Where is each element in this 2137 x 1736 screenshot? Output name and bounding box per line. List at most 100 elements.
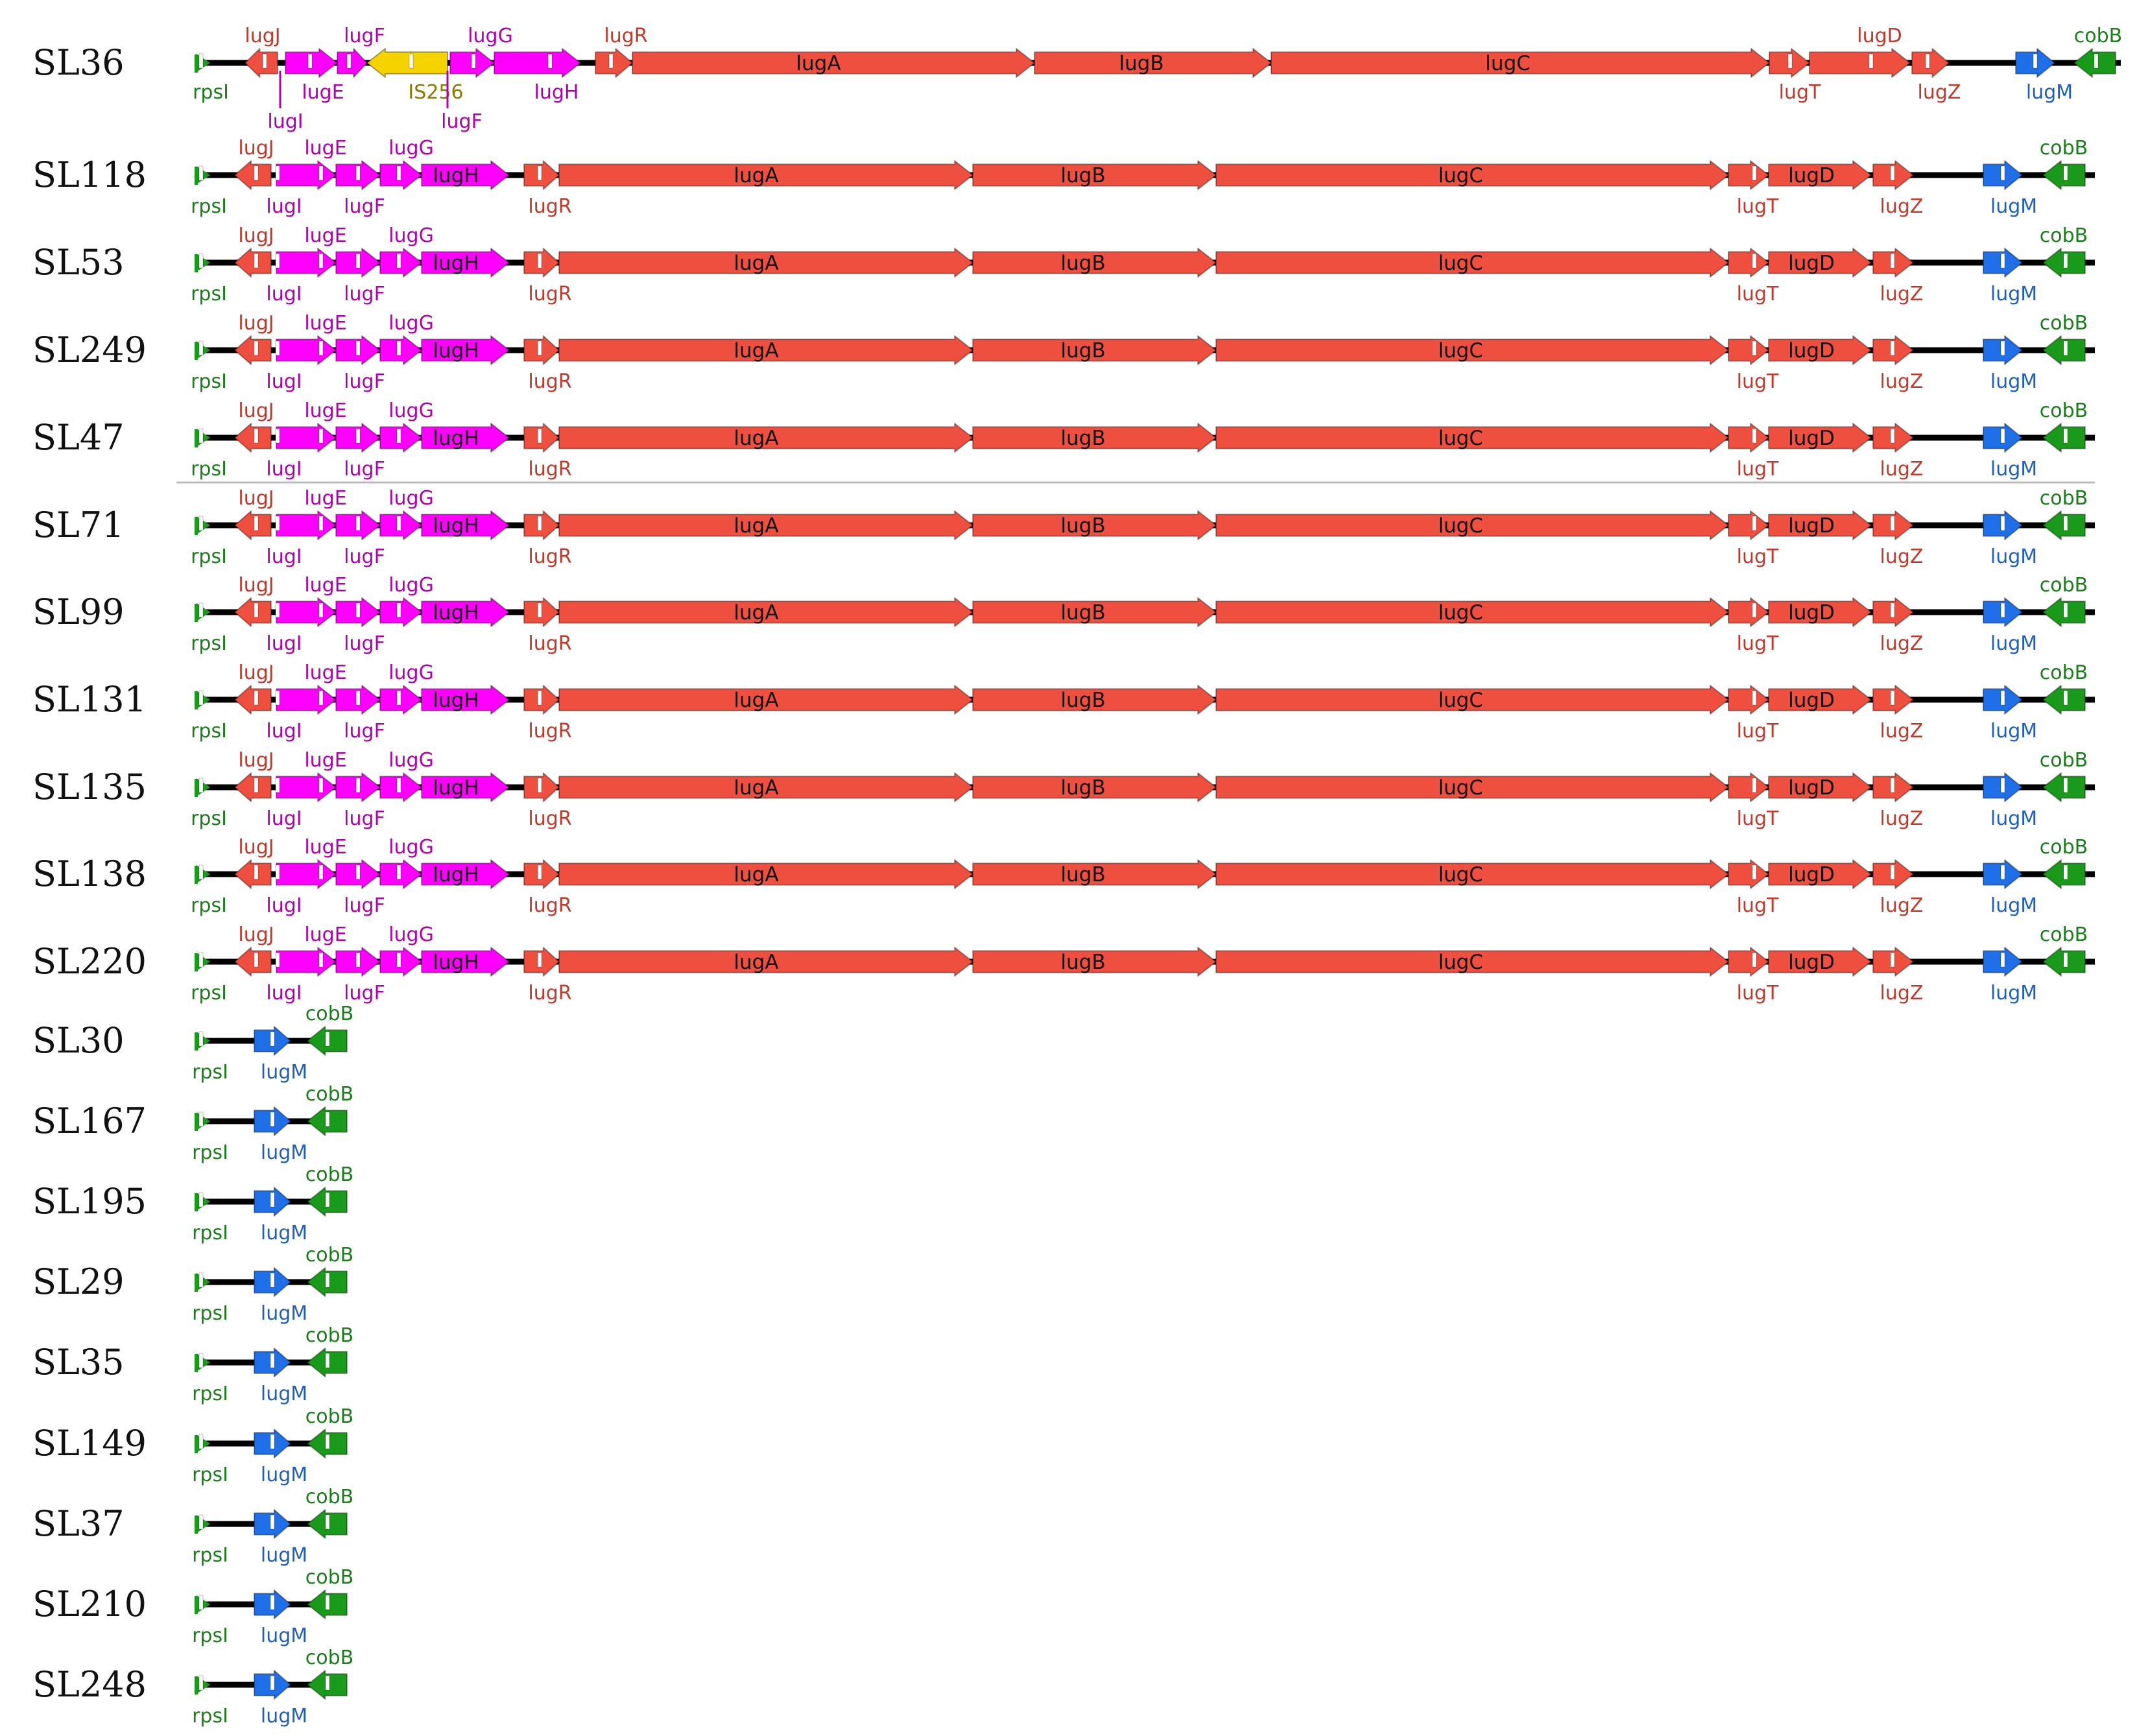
- gene-tick: [275, 690, 280, 706]
- gene-label-lugH: lugH: [433, 689, 479, 712]
- row-label: SL118: [32, 154, 147, 195]
- gene-tick: [2063, 165, 2068, 181]
- gene-label-rpsI: rpsI: [192, 1383, 228, 1405]
- gene-lugH: [421, 685, 510, 715]
- gene-tick: [537, 602, 542, 618]
- gene-tick: [537, 428, 542, 444]
- rpsI-bar: [195, 1274, 198, 1292]
- gene-lugI: [276, 510, 337, 540]
- gene-tick: [1752, 602, 1757, 618]
- gene-label-lugF: lugF: [344, 545, 385, 568]
- gene-label-lugD: lugD: [1788, 951, 1835, 974]
- gene-tick: [1752, 778, 1757, 793]
- gene-label-lugJ: lugJ: [238, 137, 274, 160]
- gene-lugT: [1728, 335, 1769, 365]
- gene-lugT: [1728, 423, 1769, 453]
- rpsI-bar: [195, 517, 198, 535]
- gene-label-lugH: lugH: [433, 514, 479, 538]
- gene-lugH: [421, 160, 510, 190]
- gene-lugC: [1215, 859, 1729, 889]
- gene-label-lugJ: lugJ: [238, 312, 274, 335]
- row-label: SL248: [32, 1664, 147, 1705]
- gene-label-lugA: lugA: [796, 52, 841, 75]
- genome-row-sl220: SL220 rpsI lugJ lugI lugE lugF lugG lugH lugR lug…: [32, 923, 2095, 1005]
- gene-tick: [275, 340, 280, 356]
- gene-label-lugC: lugC: [1438, 427, 1483, 450]
- gene-tick: [537, 516, 542, 531]
- rpsI-bar: [195, 54, 198, 73]
- gene-lugI: [276, 772, 337, 802]
- gene-tick: [1890, 340, 1895, 356]
- gene-label-lugE: lugE: [304, 574, 346, 597]
- gene-tick: [1925, 53, 1930, 69]
- gene-lugD: [1768, 772, 1872, 802]
- gene-tick: [270, 1514, 275, 1530]
- gene-label-lugH: lugH: [433, 776, 479, 800]
- gene-lugC: [1215, 685, 1729, 715]
- gene-lugH: [421, 947, 510, 977]
- gene-tick: [355, 690, 361, 706]
- gene-tick: [396, 428, 401, 444]
- gene-tick: [198, 602, 204, 618]
- gene-label-lugF: lugF: [344, 195, 385, 218]
- gene-lugD: [1768, 335, 1872, 365]
- gene-label-cobB: cobB: [2074, 25, 2122, 47]
- gene-label-lugB: lugB: [1119, 52, 1164, 75]
- gene-lugT: [1728, 772, 1769, 802]
- gene-tick: [2000, 253, 2005, 268]
- gene-label-rpsI: rpsI: [191, 458, 227, 481]
- gene-tick: [254, 253, 259, 268]
- gene-lugI: [276, 597, 337, 627]
- row-label: SL135: [32, 767, 147, 807]
- gene-label-lugZ: lugZ: [1880, 283, 1924, 305]
- gene-label-lugA: lugA: [734, 164, 778, 187]
- gene-tick: [270, 1112, 275, 1127]
- gene-tick: [2063, 516, 2068, 531]
- gene-tick: [270, 1434, 275, 1449]
- gene-label-lugC: lugC: [1438, 514, 1483, 538]
- gene-label-lugH: lugH: [433, 601, 479, 624]
- gene-label-lugB: lugB: [1060, 951, 1105, 974]
- gene-label-lugG: lugG: [388, 487, 434, 510]
- gene-label-lugI: lugI: [266, 283, 302, 305]
- gene-tick: [254, 428, 259, 444]
- gene-label-lugI: lugI: [266, 458, 302, 481]
- gene-label-lugH: lugH: [433, 252, 479, 275]
- gene-label-lugG: lugG: [468, 25, 513, 47]
- gene-lugH: [421, 510, 510, 540]
- gene-lugI: [276, 248, 337, 278]
- gene-tick: [396, 516, 401, 531]
- gene-tick: [1890, 516, 1895, 531]
- gene-tick: [198, 53, 204, 69]
- gene-label-cobB: cobB: [2040, 399, 2088, 422]
- gene-tick: [1890, 952, 1895, 968]
- gene-label-lugT: lugT: [1737, 195, 1779, 218]
- row-label: SL30: [32, 1020, 125, 1061]
- gene-label-lugC: lugC: [1438, 863, 1483, 886]
- gene-tick: [2094, 53, 2099, 69]
- gene-label-lugZ: lugZ: [1880, 807, 1924, 830]
- gene-tick: [198, 340, 204, 356]
- gene-tick: [318, 778, 324, 793]
- gene-tick: [1890, 428, 1895, 444]
- gene-tick: [254, 340, 259, 356]
- gene-label-lugM: lugM: [261, 1624, 307, 1647]
- gene-label-lugG: lugG: [388, 399, 434, 422]
- gene-tick: [2063, 428, 2068, 444]
- gene-label-lugT: lugT: [1737, 458, 1779, 481]
- gene-tick: [2000, 516, 2005, 531]
- gene-tick: [198, 428, 204, 444]
- gene-label-lugD: lugD: [1788, 164, 1835, 187]
- gene-label-lugR: lugR: [528, 632, 571, 655]
- gene-IS256: [366, 48, 448, 78]
- gene-tick: [198, 516, 204, 531]
- gene-tick: [1890, 778, 1895, 793]
- gene-tick: [2063, 690, 2068, 706]
- gene-tick: [2063, 340, 2068, 356]
- gene-tick: [355, 602, 361, 618]
- gene-label-lugB: lugB: [1060, 427, 1105, 450]
- gene-lugH: [421, 772, 510, 802]
- gene-lugJ: [234, 510, 272, 540]
- gene-tick: [2000, 952, 2005, 968]
